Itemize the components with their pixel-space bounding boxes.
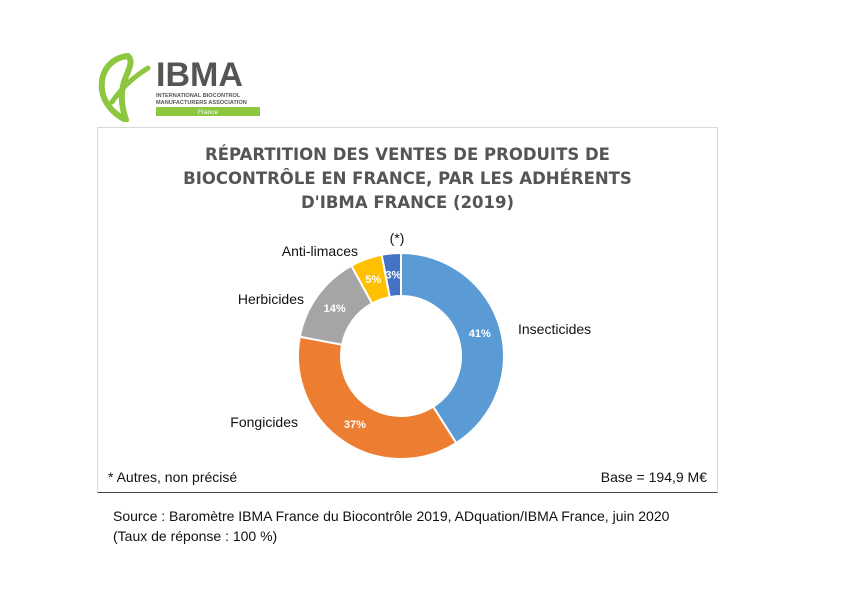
slice-percent-label: 41%	[469, 328, 491, 340]
slice-category-label: Anti-limaces	[282, 243, 358, 259]
logo-country: France	[198, 109, 219, 116]
slice-percent-label: 3%	[385, 269, 401, 281]
chart-base-total: Base = 194,9 M€	[600, 469, 707, 485]
chart-footnote: * Autres, non précisé	[108, 469, 238, 485]
slice-category-label: (*)	[390, 230, 405, 246]
chart-title-line: BIOCONTRÔLE EN FRANCE, PAR LES ADHÉRENTS	[183, 169, 632, 188]
slice-percent-label: 5%	[365, 274, 381, 286]
slice-category-label: Insecticides	[518, 321, 591, 337]
source-response-rate: (Taux de réponse : 100 %)	[113, 528, 278, 544]
slice-category-label: Herbicides	[238, 291, 304, 307]
chart-title: RÉPARTITION DES VENTES DE PRODUITS DE BI…	[98, 143, 717, 215]
slice-category-label: Fongicides	[230, 414, 298, 430]
donut-chart: 41% Insecticides 37% Fongicides 14% Herbicide…	[230, 230, 591, 460]
logo-wordmark: IBMA	[156, 56, 243, 94]
donut-slice-fongicides	[297, 335, 458, 460]
chart-title-line: RÉPARTITION DES VENTES DE PRODUITS DE	[205, 145, 610, 164]
ibma-logo: IBMA INTERNATIONAL BIOCONTROL MANUFACTUR…	[98, 50, 263, 122]
chart-title-line: D'IBMA FRANCE (2019)	[300, 193, 515, 212]
source-note: Source : Baromètre IBMA France du Biocon…	[113, 506, 669, 546]
leaf-icon	[98, 53, 134, 122]
slice-percent-label: 14%	[324, 303, 346, 315]
slice-percent-label: 37%	[344, 419, 366, 431]
logo-line2: MANUFACTURERS ASSOCIATION	[156, 100, 247, 106]
logo-line1: INTERNATIONAL BIOCONTROL	[156, 93, 241, 99]
source-line: Source : Baromètre IBMA France du Biocon…	[113, 508, 670, 524]
chart-panel: RÉPARTITION DES VENTES DE PRODUITS DE BI…	[97, 127, 718, 493]
donut-slice-insecticides	[400, 251, 505, 445]
donut-slice-	[380, 251, 402, 299]
